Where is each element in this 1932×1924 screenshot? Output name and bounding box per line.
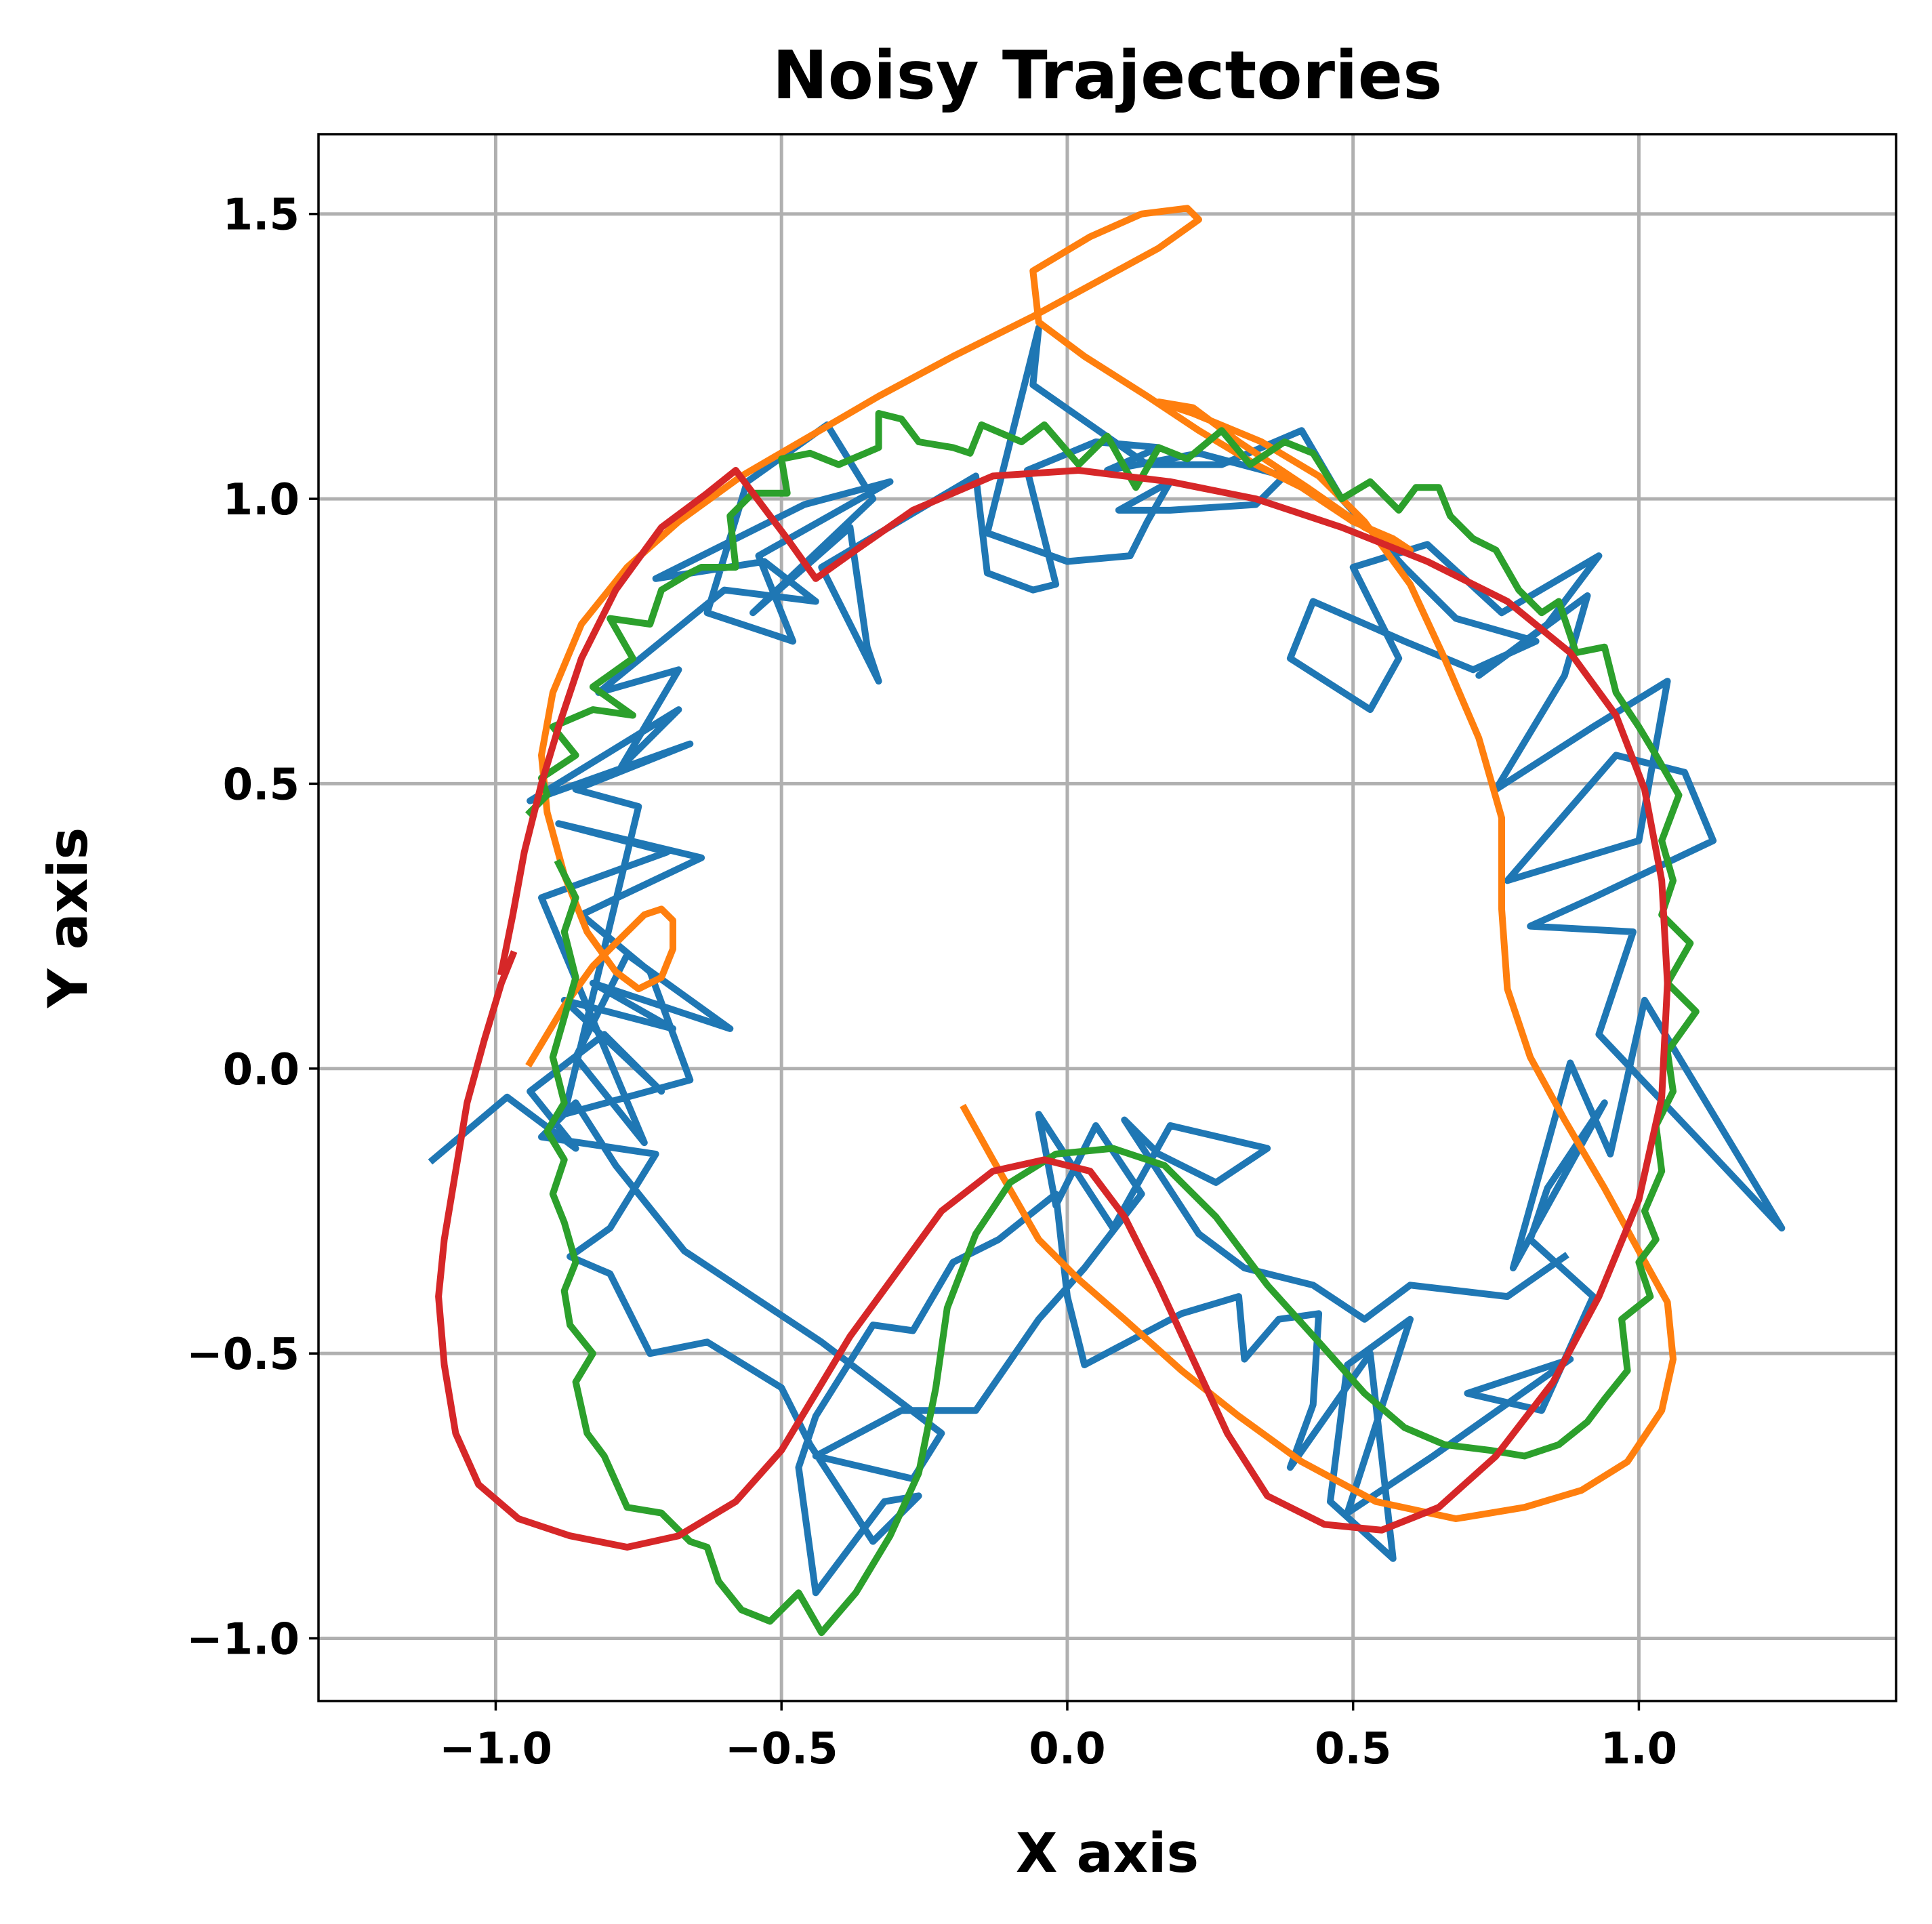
x-tick-label: −1.0 [439,1724,552,1774]
x-tick-label: 0.0 [1029,1724,1105,1774]
series-layer [428,205,1786,1637]
y-axis-label: Y axis [37,827,100,1008]
series-line-3 [525,410,1700,1637]
plot-frame [317,133,1897,1702]
x-axis-label: X axis [1016,1822,1199,1885]
x-tick-label: 1.0 [1601,1724,1677,1774]
chart-title: Noisy Trajectories [773,37,1443,115]
y-tick-label: −1.0 [186,1615,300,1665]
y-tick-label: 0.5 [223,760,300,810]
y-tick-label: 1.5 [223,190,300,241]
series-line-1 [428,324,1786,1597]
y-tick-label: 1.0 [223,475,300,525]
y-tick-label: −0.5 [186,1330,300,1380]
x-tick-label: −0.5 [725,1724,838,1774]
series-line-2 [525,205,1677,1522]
axis-ticks: −1.0 −0.5 0.0 0.5 1.0 −1.0 −0.5 0.0 0.5 1.0 1.5 [186,190,1677,1774]
y-tick-label: 0.0 [223,1045,300,1095]
x-tick-label: 0.5 [1315,1724,1391,1774]
series-line-4 [435,467,1671,1551]
